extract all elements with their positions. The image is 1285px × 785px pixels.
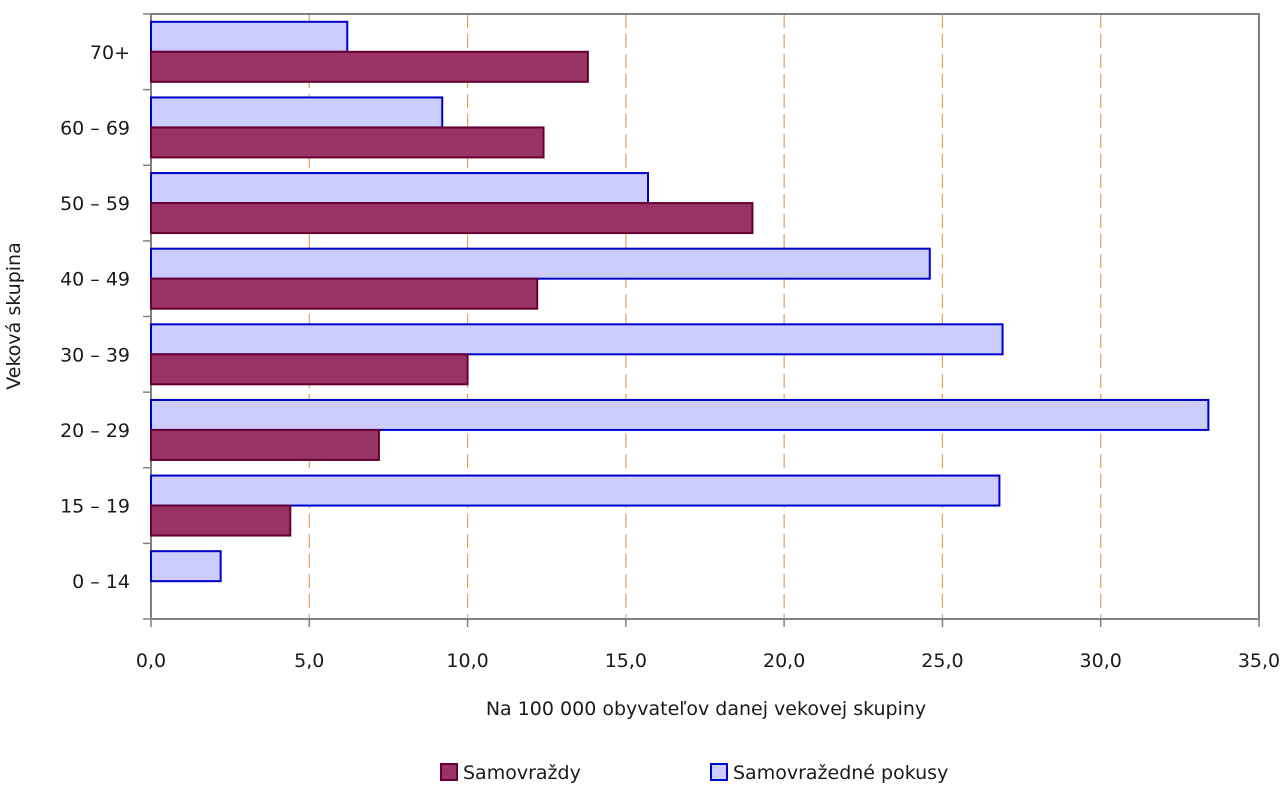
x-axis-title: Na 100 000 obyvateľov danej vekovej skup… xyxy=(486,698,926,720)
bar-series-1 xyxy=(150,277,539,310)
gridlines xyxy=(308,14,1102,619)
y-axis: 70+ 60 – 69 50 – 59 40 – 49 30 – 39 20 – 29 15… xyxy=(60,13,151,620)
legend-label-series-2: Samovražedné pokusy xyxy=(733,762,948,784)
x-tick-label: 35,0 xyxy=(1238,650,1280,672)
category-label: 15 – 19 xyxy=(60,496,130,518)
category-label: 50 – 59 xyxy=(60,193,130,215)
bar-series-1 xyxy=(150,50,589,83)
bar-series-2 xyxy=(150,20,349,53)
bar-series-1 xyxy=(150,428,380,461)
x-tick-label: 15,0 xyxy=(605,650,647,672)
bar-series-1 xyxy=(150,504,292,537)
bar-series-2 xyxy=(150,172,650,205)
legend: Samovraždy Samovražedné pokusy xyxy=(440,762,948,784)
category-label: 30 – 39 xyxy=(60,344,130,366)
category-label: 60 – 69 xyxy=(60,117,130,139)
legend-swatch-series-2 xyxy=(710,763,728,781)
x-tick-label: 20,0 xyxy=(763,650,805,672)
bar-series-1 xyxy=(150,126,545,159)
x-tick-label: 25,0 xyxy=(921,650,963,672)
bar-series-2 xyxy=(150,550,222,583)
y-axis-title: Veková skupina xyxy=(3,242,25,389)
bar-series-2 xyxy=(150,247,931,280)
bar-series-1 xyxy=(150,353,469,386)
x-tick-label: 30,0 xyxy=(1080,650,1122,672)
legend-item-series-1: Samovraždy xyxy=(440,762,581,784)
bar-series-2 xyxy=(150,398,1210,431)
category-label: 0 – 14 xyxy=(72,571,130,593)
x-tick-label: 10,0 xyxy=(446,650,488,672)
bar-series-2 xyxy=(150,323,1004,356)
category-label: 40 – 49 xyxy=(60,269,130,291)
x-tick-label: 5,0 xyxy=(294,650,324,672)
legend-label-series-1: Samovraždy xyxy=(463,762,581,784)
bar-series-1 xyxy=(150,202,754,235)
bar-series-2 xyxy=(150,474,1001,507)
category-label: 70+ xyxy=(90,42,130,64)
category-label: 20 – 29 xyxy=(60,420,130,442)
bars xyxy=(150,20,1210,583)
legend-swatch-series-1 xyxy=(440,763,458,781)
bar-series-2 xyxy=(150,96,444,129)
x-axis: 0,0 5,0 10,0 15,0 20,0 25,0 30,0 35,0 xyxy=(136,619,1280,672)
x-tick-label: 0,0 xyxy=(136,650,166,672)
legend-item-series-2: Samovražedné pokusy xyxy=(710,762,948,784)
